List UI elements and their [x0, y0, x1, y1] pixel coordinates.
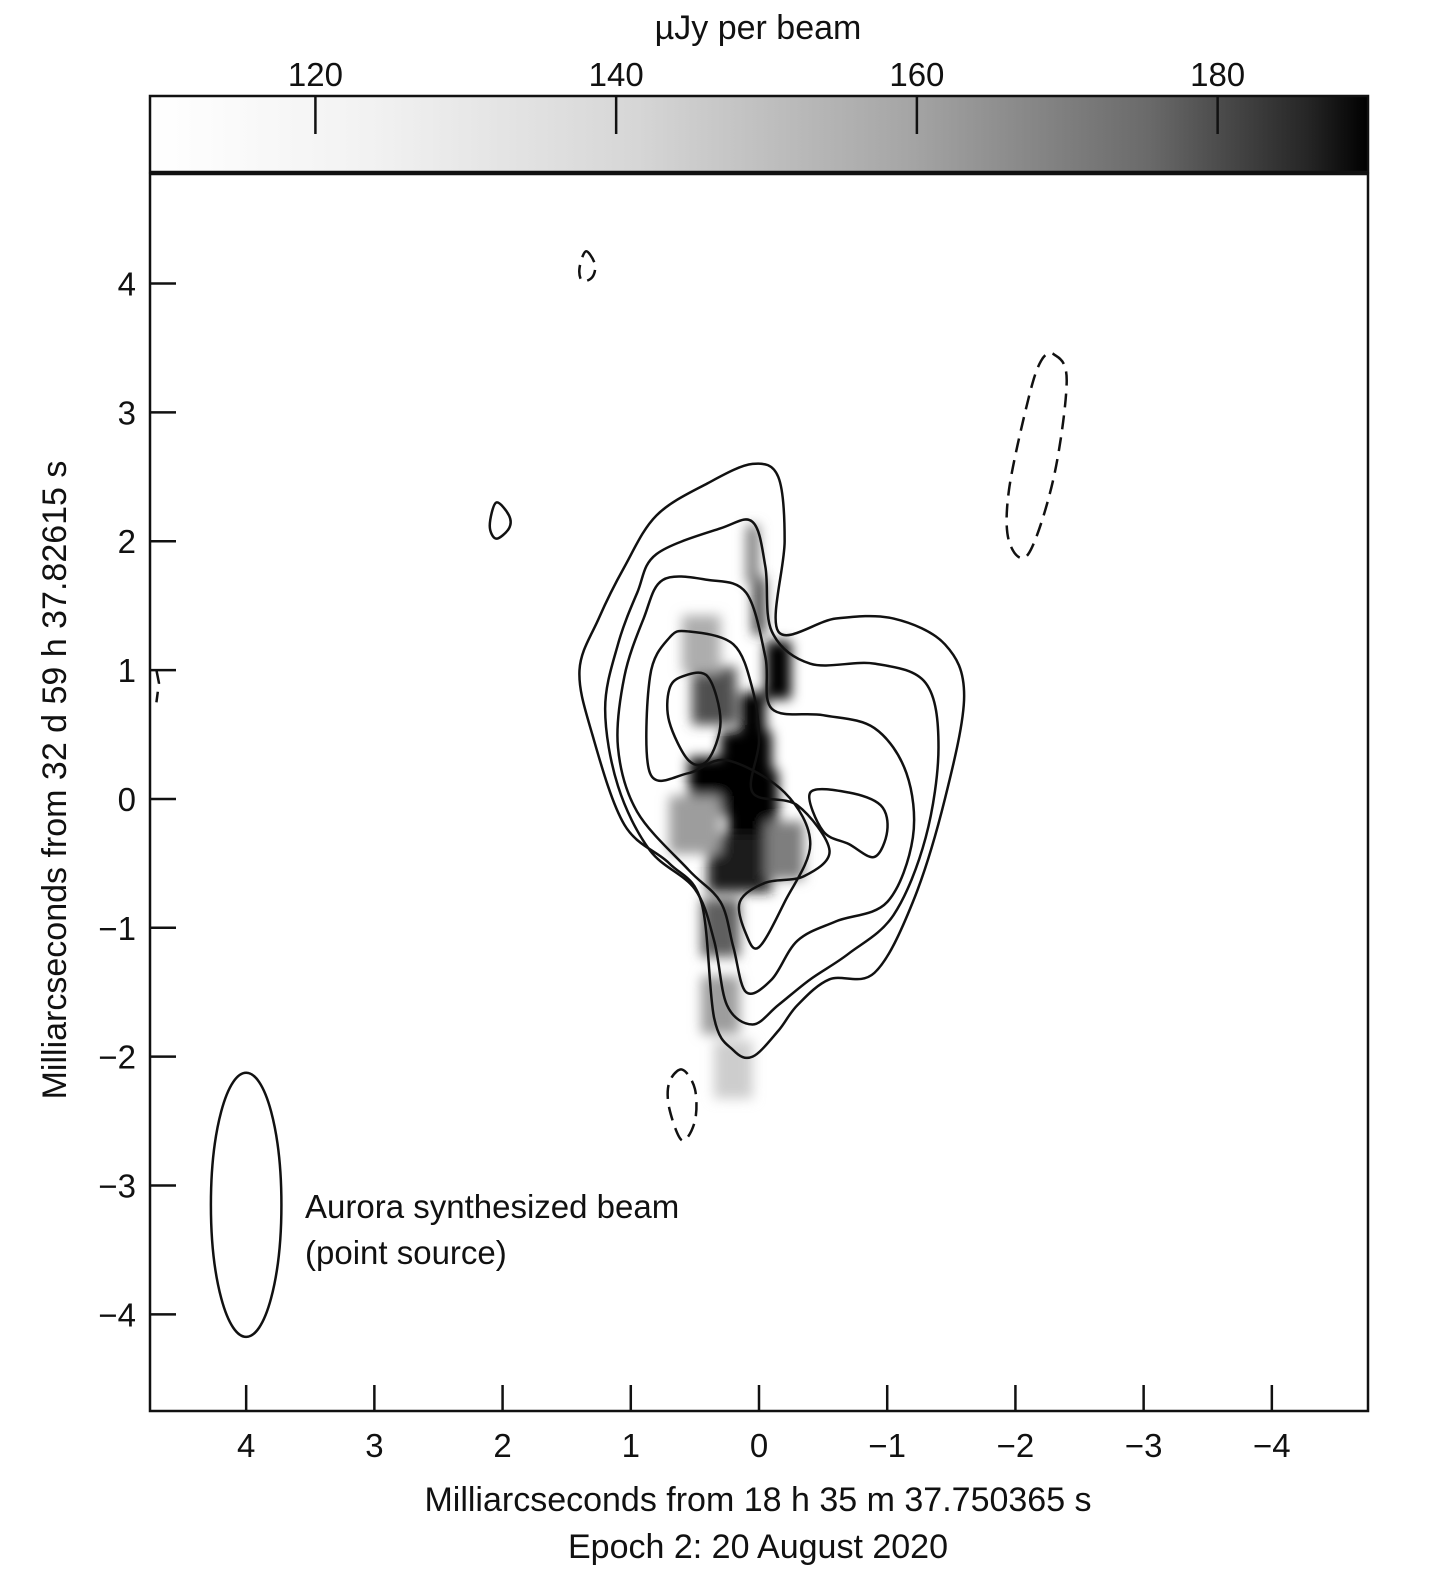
contour-level-solid — [665, 671, 722, 767]
y-axis-ticks: 4 3 2 1 0 −1 −2 −3 −4 — [98, 266, 176, 1333]
image-pixel-cell — [701, 976, 740, 1035]
y-axis-label: Milliarcseconds from 32 d 59 h 37.82615 … — [36, 461, 74, 1100]
y-tick-label: −3 — [98, 1168, 136, 1205]
contour-lines — [155, 250, 1068, 1142]
negative-contour-dashed — [578, 250, 597, 283]
colorbar-tick-label: 140 — [589, 56, 644, 93]
beam-annotation-line1: Aurora synthesized beam — [305, 1188, 679, 1225]
contour-level-solid — [488, 501, 512, 540]
x-tick-label: 2 — [493, 1427, 511, 1464]
colorbar-tick-label: 160 — [889, 56, 944, 93]
y-tick-label: 3 — [118, 394, 136, 431]
x-tick-label: 0 — [750, 1427, 768, 1464]
image-pixel-cell — [765, 641, 792, 700]
x-tick-label: 3 — [365, 1427, 383, 1464]
y-tick-label: 0 — [118, 781, 136, 818]
colorbar-gradient — [148, 94, 1370, 174]
x-tick-label: 1 — [622, 1427, 640, 1464]
x-tick-label: 4 — [237, 1427, 255, 1464]
image-pixel-cell — [746, 525, 759, 584]
negative-contour-dashed — [155, 669, 161, 703]
contour-level-solid — [578, 462, 966, 1060]
y-tick-label: 1 — [118, 652, 136, 689]
y-tick-label: 4 — [118, 266, 136, 303]
y-tick-label: −4 — [98, 1296, 136, 1333]
colorbar-tick-label: 180 — [1190, 56, 1245, 93]
plot-area: Aurora synthesized beam (point source) 4… — [98, 172, 1370, 1464]
contour-level-solid — [808, 787, 889, 859]
beam-annotation-line2: (point source) — [305, 1234, 507, 1271]
contour-level-solid — [616, 575, 916, 995]
x-tick-label: −3 — [1125, 1427, 1163, 1464]
chart-subtitle: Epoch 2: 20 August 2020 — [568, 1528, 948, 1566]
colorbar-label: µJy per beam — [655, 9, 862, 47]
y-tick-label: −2 — [98, 1039, 136, 1076]
image-pixel-cell — [682, 615, 721, 674]
colorbar-ticks: 120 140 160 180 — [288, 56, 1245, 134]
y-tick-label: 2 — [118, 523, 136, 560]
contour-level-solid — [645, 629, 831, 950]
synthesized-beam-ellipse — [209, 1071, 283, 1339]
image-pixel-cell — [691, 666, 737, 725]
colorbar-tick-label: 120 — [288, 56, 343, 93]
x-axis-label: Milliarcseconds from 18 h 35 m 37.750365… — [424, 1481, 1091, 1519]
image-pixel-cell — [669, 795, 721, 854]
x-tick-label: −2 — [997, 1427, 1035, 1464]
x-axis-ticks: 4 3 2 1 0 −1 −2 −3 −4 — [237, 1385, 1291, 1464]
x-tick-label: −4 — [1253, 1427, 1291, 1464]
contour-level-solid — [603, 518, 940, 1026]
y-tick-label: −1 — [98, 910, 136, 947]
image-pixel-cell — [752, 576, 766, 635]
image-pixel-cell — [765, 821, 804, 880]
x-tick-label: −1 — [868, 1427, 906, 1464]
negative-contour-dashed — [666, 1068, 698, 1142]
colorbar: µJy per beam 120 140 160 180 — [148, 9, 1370, 174]
